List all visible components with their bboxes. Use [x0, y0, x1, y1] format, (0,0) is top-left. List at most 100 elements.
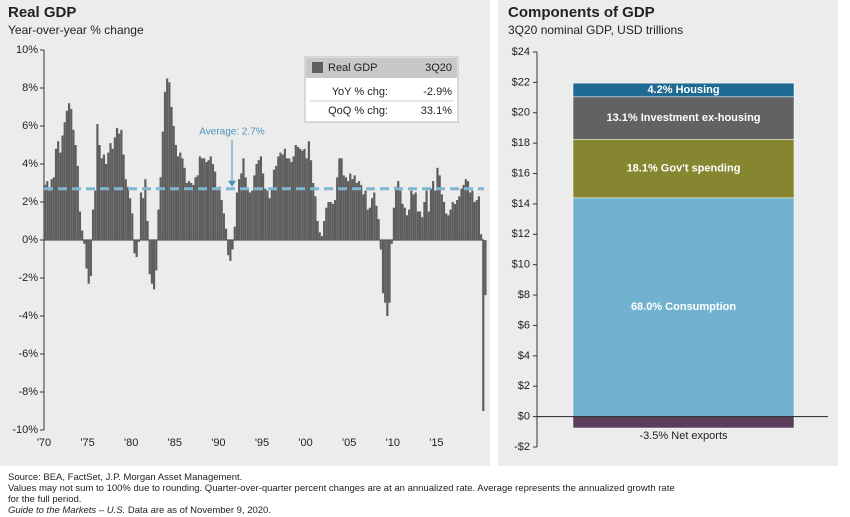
bar [432, 181, 435, 240]
bar [100, 158, 103, 240]
bar [447, 215, 450, 240]
y-tick-label: $24 [512, 46, 530, 58]
bar [54, 148, 58, 240]
bar [403, 207, 406, 240]
bar [207, 160, 210, 240]
bar [174, 145, 177, 240]
bar [357, 181, 361, 240]
bar-segment [572, 197, 795, 417]
bar [98, 145, 101, 240]
bar [469, 192, 472, 240]
y-tick-label: -$2 [514, 441, 530, 453]
y-tick-label: 6% [22, 120, 38, 132]
bar [242, 158, 245, 240]
bar [57, 141, 60, 240]
y-tick-label: $2 [518, 380, 530, 392]
bar [94, 190, 97, 240]
bar [52, 177, 55, 240]
bar [244, 177, 247, 240]
bar [218, 186, 221, 240]
bar [251, 190, 254, 240]
legend-header [306, 58, 457, 78]
bar [87, 240, 90, 284]
bar [423, 202, 426, 240]
bar [375, 205, 378, 240]
bar [270, 188, 273, 240]
bar [429, 188, 433, 240]
bar [414, 192, 417, 240]
bar [340, 158, 343, 240]
bar [159, 177, 162, 240]
bar [67, 103, 71, 240]
bar [44, 184, 47, 240]
bar [336, 177, 339, 240]
bar [279, 152, 282, 240]
bar [74, 145, 77, 240]
bar [200, 158, 204, 240]
bar [83, 240, 86, 244]
bar [168, 82, 171, 240]
y-tick-label: $18 [512, 137, 530, 149]
bar [412, 194, 415, 240]
bar [65, 110, 68, 240]
bar [122, 154, 125, 240]
bar [155, 240, 158, 271]
y-tick-label: -10% [12, 424, 38, 436]
bar [466, 181, 470, 240]
bar [91, 209, 95, 240]
bar [344, 177, 348, 240]
bar [129, 198, 132, 240]
bar [285, 158, 289, 240]
bar [185, 183, 188, 240]
bar [399, 190, 402, 240]
bar [329, 202, 332, 240]
bar [105, 164, 108, 240]
bar [438, 175, 441, 240]
bar [196, 175, 199, 240]
bar [453, 203, 457, 240]
x-tick-label: '95 [255, 437, 269, 449]
bar [148, 240, 151, 275]
y-tick-label: -4% [18, 310, 38, 322]
bar [277, 156, 280, 240]
bar [78, 211, 82, 240]
bar [46, 181, 49, 240]
bar [458, 196, 461, 240]
bar [111, 148, 114, 240]
bar [460, 188, 463, 240]
legend-period: 3Q20 [425, 62, 452, 74]
bar [153, 240, 156, 290]
bar [397, 181, 400, 240]
bar [214, 171, 217, 240]
bar [462, 184, 465, 240]
bar [211, 164, 215, 240]
bar [81, 230, 84, 240]
y-tick-label: 2% [22, 196, 38, 208]
bar-segment [572, 96, 795, 140]
bar [172, 126, 175, 240]
bar [440, 194, 443, 240]
y-tick-label: 8% [22, 82, 38, 94]
bar [224, 228, 228, 240]
y-tick-label: $10 [512, 259, 530, 271]
bar [436, 167, 439, 240]
bar [416, 211, 419, 240]
bar [456, 200, 459, 240]
bar [272, 169, 276, 240]
bar [89, 240, 92, 277]
bar [264, 188, 267, 240]
bar [394, 186, 398, 240]
bar [109, 143, 112, 240]
x-tick-label: '85 [168, 437, 182, 449]
bar [248, 192, 252, 240]
legend-label: Real GDP [328, 62, 378, 74]
bar [262, 173, 265, 240]
bar [477, 196, 480, 240]
bar [283, 148, 286, 240]
bar [76, 165, 79, 240]
bar [59, 152, 62, 240]
bar [70, 108, 73, 241]
bar [144, 179, 147, 240]
bar [364, 190, 367, 240]
bar [331, 203, 334, 240]
